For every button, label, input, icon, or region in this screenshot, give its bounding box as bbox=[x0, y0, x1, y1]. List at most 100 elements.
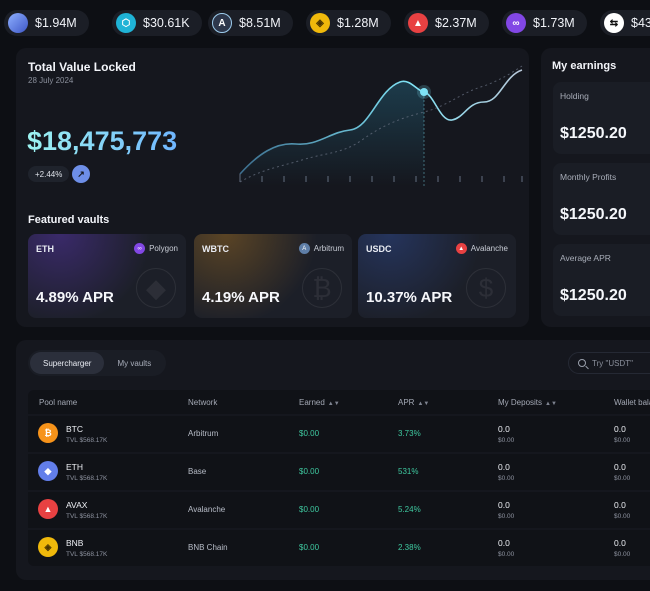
vault-apr: 10.37% APR bbox=[366, 289, 453, 306]
pool-deposit: 0.0 bbox=[498, 424, 510, 434]
pool-earned: $0.00 bbox=[299, 505, 320, 514]
bnb-token-icon: ◈ bbox=[310, 13, 330, 33]
ticker-chip[interactable]: ◈ $1.28M bbox=[306, 10, 391, 36]
earnings-value: $1250.20 bbox=[560, 206, 627, 223]
ticker-value: $1.73M bbox=[533, 16, 575, 30]
pool-apr: 5.24% bbox=[398, 505, 421, 514]
earnings-card-holding: Holding $1250.20 bbox=[553, 82, 650, 154]
earnings-label: Holding bbox=[560, 91, 589, 101]
vault-card-usdc[interactable]: USDC ▲ Avalanche $ 10.37% APR bbox=[358, 234, 516, 318]
bitcoin-icon: ₿ bbox=[38, 423, 58, 443]
pool-wallet-usd: $0.00 bbox=[614, 475, 631, 482]
pool-deposit-usd: $0.00 bbox=[498, 551, 515, 558]
bitcoin-watermark-icon: ₿ bbox=[302, 268, 342, 308]
polygon-icon: ∞ bbox=[134, 243, 146, 254]
table-row[interactable]: ₿ BTC TVL $568.17K Arbitrum $0.00 3.73% … bbox=[28, 416, 650, 452]
ticker-value: $8.51M bbox=[239, 16, 281, 30]
earnings-card-monthly: Monthly Profits $1250.20 bbox=[553, 163, 650, 235]
table-row[interactable]: ◆ ETH TVL $568.17K Base $0.00 531% 0.0 $… bbox=[28, 454, 650, 490]
arbitrum-token-icon: A bbox=[212, 13, 232, 33]
pool-earned: $0.00 bbox=[299, 543, 320, 552]
column-header-earned[interactable]: Earned ▲▼ bbox=[299, 398, 340, 407]
search-input[interactable]: Try "USDT" bbox=[568, 352, 650, 374]
column-header-label: Pool name bbox=[39, 398, 78, 407]
chart-area bbox=[240, 81, 424, 186]
ticker-value: $1.94M bbox=[35, 16, 77, 30]
earnings-value: $1250.20 bbox=[560, 125, 627, 142]
tab-supercharger[interactable]: Supercharger bbox=[30, 352, 105, 374]
usdc-watermark-icon: $ bbox=[466, 268, 506, 308]
pool-wallet-usd: $0.00 bbox=[614, 551, 631, 558]
table-row[interactable]: ▲ AVAX TVL $568.17K Avalanche $0.00 5.24… bbox=[28, 492, 650, 528]
ticker-chip[interactable]: ▲ $2.37M bbox=[404, 10, 489, 36]
pool-wallet: 0.0 bbox=[614, 500, 626, 510]
earnings-label: Monthly Profits bbox=[560, 172, 617, 182]
featured-vaults-title: Featured vaults bbox=[28, 214, 110, 226]
ethereum-watermark-icon: ◆ bbox=[136, 268, 176, 308]
column-header-apr[interactable]: APR ▲▼ bbox=[398, 398, 429, 407]
chart-marker-halo bbox=[417, 85, 431, 99]
vault-apr: 4.19% APR bbox=[202, 289, 280, 306]
ticker-chip[interactable]: ∞ $1.73M bbox=[502, 10, 587, 36]
ethereum-icon: ◆ bbox=[38, 461, 58, 481]
pool-apr: 531% bbox=[398, 467, 419, 476]
tvl-sparkline-chart bbox=[239, 65, 523, 186]
table-row[interactable]: ◈ BNB TVL $568.17K BNB Chain $0.00 2.38%… bbox=[28, 530, 650, 566]
pool-network: Arbitrum bbox=[188, 429, 219, 438]
table-header: Pool name Network Earned ▲▼ APR ▲▼ My Depo… bbox=[28, 390, 650, 414]
pool-apr: 3.73% bbox=[398, 429, 421, 438]
pools-panel: Supercharger My vaults Try "USDT" Pool n… bbox=[16, 340, 650, 580]
pool-deposit-usd: $0.00 bbox=[498, 513, 515, 520]
swap-token-icon: ⇆ bbox=[604, 13, 624, 33]
column-header-pool[interactable]: Pool name bbox=[39, 398, 77, 407]
tab-my-vaults[interactable]: My vaults bbox=[117, 358, 152, 368]
pool-symbol: ETH bbox=[66, 462, 83, 472]
vault-network-label: Avalanche bbox=[470, 244, 508, 253]
ticker-chip[interactable]: $1.94M bbox=[4, 10, 89, 36]
vault-network-label: Polygon bbox=[149, 244, 178, 253]
vault-network: ▲ Avalanche bbox=[455, 243, 508, 254]
pool-symbol: AVAX bbox=[66, 500, 88, 510]
arrow-up-right-icon[interactable]: ↗ bbox=[72, 165, 90, 183]
sort-icon: ▲▼ bbox=[545, 401, 557, 407]
avalanche-token-icon: ▲ bbox=[408, 13, 428, 33]
polygon-token-icon: ∞ bbox=[506, 13, 526, 33]
pool-apr: 2.38% bbox=[398, 543, 421, 552]
pool-network: Base bbox=[188, 467, 207, 476]
column-header-network[interactable]: Network bbox=[188, 398, 217, 407]
chart-marker-dot[interactable] bbox=[420, 88, 428, 96]
hexagon-token-icon: ⬡ bbox=[116, 13, 136, 33]
sort-icon: ▲▼ bbox=[417, 401, 430, 407]
column-header-wallet[interactable]: Wallet bala bbox=[614, 398, 650, 407]
vault-card-eth[interactable]: ETH ∞ Polygon ◆ 4.89% APR bbox=[28, 234, 186, 318]
pool-tabs: Supercharger My vaults bbox=[28, 350, 167, 376]
vault-apr: 4.89% APR bbox=[36, 289, 114, 306]
pool-wallet: 0.0 bbox=[614, 462, 626, 472]
arbitrum-icon: A bbox=[298, 243, 310, 254]
vault-network: ∞ Polygon bbox=[134, 243, 178, 254]
ticker-value: $30.61K bbox=[143, 16, 190, 30]
price-ticker: $1.94M ⬡ $30.61K A $8.51M ◈ $1.28M ▲ $2.… bbox=[0, 10, 650, 36]
tvl-panel: Total Value Locked 28 July 2024 $18,475,… bbox=[16, 48, 529, 327]
pool-wallet: 0.0 bbox=[614, 424, 626, 434]
pool-wallet-usd: $0.00 bbox=[614, 437, 631, 444]
ticker-value: $1.28M bbox=[337, 16, 379, 30]
pool-wallet-usd: $0.00 bbox=[614, 513, 631, 520]
vault-card-wbtc[interactable]: WBTC A Arbitrum ₿ 4.19% APR bbox=[194, 234, 352, 318]
pool-symbol: BTC bbox=[66, 424, 83, 434]
earnings-value: $1250.20 bbox=[560, 287, 627, 304]
column-header-label: My Deposits bbox=[498, 398, 543, 407]
vault-symbol: WBTC bbox=[202, 244, 229, 254]
column-header-label: Network bbox=[188, 398, 218, 407]
vault-symbol: USDC bbox=[366, 244, 392, 254]
pool-deposit: 0.0 bbox=[498, 462, 510, 472]
pool-tvl: TVL $568.17K bbox=[66, 437, 108, 444]
pool-deposit: 0.0 bbox=[498, 538, 510, 548]
vault-network-label: Arbitrum bbox=[313, 244, 344, 253]
column-header-deposits[interactable]: My Deposits ▲▼ bbox=[498, 398, 557, 407]
ticker-chip[interactable]: A $8.51M bbox=[208, 10, 293, 36]
ticker-chip[interactable]: ⇆ $43 bbox=[600, 10, 650, 36]
pool-earned: $0.00 bbox=[299, 429, 320, 438]
ticker-chip[interactable]: ⬡ $30.61K bbox=[112, 10, 202, 36]
chart-dashed-line bbox=[239, 65, 523, 183]
